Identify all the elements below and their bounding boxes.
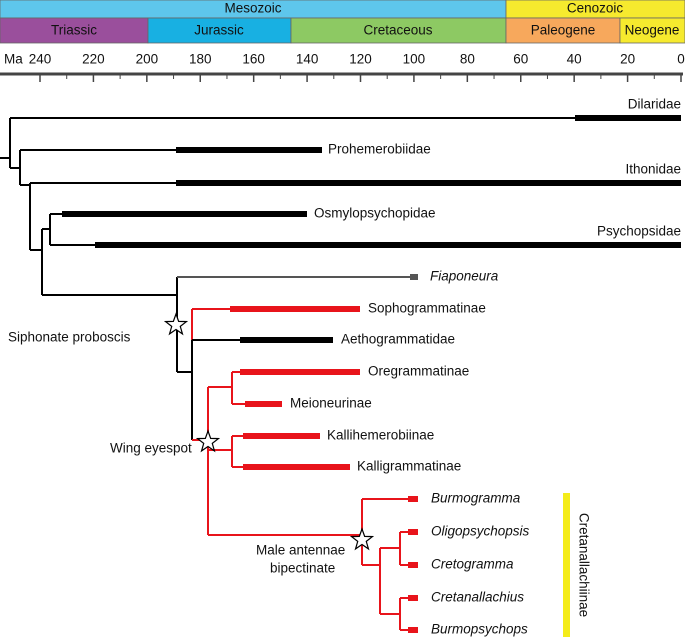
character-star (195, 429, 221, 453)
tick-label: 100 (403, 52, 426, 67)
taxon-label: Cretanallachius (431, 590, 524, 605)
tick-label: 0 (677, 52, 685, 67)
taxon-label: Ithonidae (625, 162, 681, 177)
tick-label: 40 (567, 52, 582, 67)
taxon-label: Aethogrammatidae (341, 332, 455, 347)
period-label: Neogene (625, 23, 680, 38)
period-label: Triassic (51, 23, 97, 38)
period-box (505, 17, 621, 44)
annotation: Wing eyespot (110, 441, 192, 456)
tick-label: 160 (242, 52, 265, 67)
tree (0, 115, 681, 633)
period-box (147, 17, 292, 44)
taxon-label: Osmylopsychopidae (314, 206, 436, 221)
annotation: Siphonate proboscis (8, 330, 131, 345)
era-label: Cenozoic (567, 1, 624, 16)
clade-label: Cretanallachiinae (576, 513, 591, 617)
tick-label: 200 (136, 52, 159, 67)
annotation: bipectinate (270, 561, 335, 576)
period-label: Jurassic (194, 23, 244, 38)
taxon-label: Kallihemerobiinae (327, 428, 434, 443)
tick-label: 20 (620, 52, 635, 67)
annotation: Male antennae (256, 543, 345, 558)
taxon-label: Sophogrammatinae (368, 301, 486, 316)
clade-bar (563, 493, 570, 637)
taxon-label: Prohemerobiidae (328, 142, 431, 157)
tick-label: 80 (460, 52, 475, 67)
tick-label: 240 (29, 52, 52, 67)
taxon-label: Oligopsychopsis (431, 524, 530, 539)
tick-label: 140 (296, 52, 319, 67)
taxon-label: Oregrammatinae (368, 364, 469, 379)
taxon-label: Meioneurinae (290, 396, 372, 411)
taxon-label: Burmogramma (431, 491, 521, 506)
character-star (163, 312, 189, 336)
taxon-label: Dilaridae (628, 97, 681, 112)
taxon-label: Cretogramma (431, 557, 514, 572)
timescale (0, 0, 685, 44)
tick-label: 120 (349, 52, 372, 67)
taxon-label: Kalligrammatinae (357, 459, 461, 474)
tick-label: 220 (82, 52, 105, 67)
period-label: Cretaceous (363, 23, 432, 38)
taxon-label: Fiaponeura (430, 269, 499, 284)
tick-label: 180 (189, 52, 212, 67)
period-label: Paleogene (531, 23, 596, 38)
taxon-label: Burmopsychops (431, 622, 528, 637)
period-box (0, 17, 149, 44)
character-star (349, 527, 375, 551)
tick-label: 60 (513, 52, 528, 67)
taxon-label: Psychopsidae (597, 224, 681, 239)
axis-unit: Ma (4, 52, 23, 67)
period-box (619, 17, 685, 44)
era-label: Mesozoic (224, 1, 281, 16)
